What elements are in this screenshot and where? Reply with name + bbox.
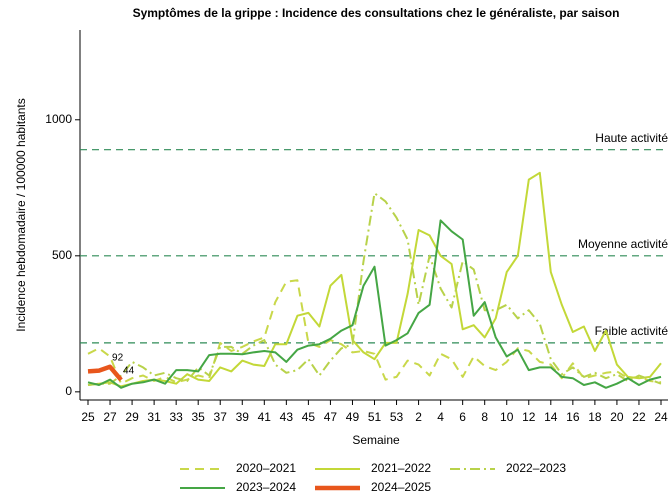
- legend-label: 2023–2024: [236, 480, 296, 494]
- y-axis-label: Incidence hebdomadaire / 100000 habitant…: [14, 98, 28, 332]
- x-tick-label: 45: [302, 410, 316, 424]
- x-tick-label: 22: [632, 410, 646, 424]
- series-line: [87, 279, 662, 385]
- x-tick-label: 25: [81, 410, 95, 424]
- chart-title: Symptômes de la grippe : Incidence des c…: [133, 6, 620, 20]
- series-line: [87, 364, 123, 382]
- x-tick-label: 2: [415, 410, 422, 424]
- x-tick-label: 8: [481, 410, 488, 424]
- legend-label: 2022–2023: [506, 461, 566, 475]
- series-line: [87, 171, 662, 388]
- x-tick-label: 18: [588, 410, 602, 424]
- y-tick-label: 500: [52, 248, 72, 262]
- x-tick-label: 49: [346, 410, 360, 424]
- x-tick-label: 6: [459, 410, 466, 424]
- y-tick-label: 1000: [45, 112, 72, 126]
- legend-label: 2020–2021: [236, 461, 296, 475]
- x-tick-label: 53: [390, 410, 404, 424]
- x-tick-label: 33: [169, 410, 183, 424]
- data-label: 44: [123, 366, 135, 377]
- x-axis-label: Semaine: [352, 433, 400, 447]
- legend-label: 2021–2022: [371, 461, 431, 475]
- x-tick-label: 51: [368, 410, 382, 424]
- data-label: 92: [112, 352, 124, 363]
- x-tick-label: 12: [522, 410, 536, 424]
- series-line: [87, 192, 662, 386]
- x-tick-label: 14: [544, 410, 558, 424]
- threshold-label: Faible activité: [595, 324, 669, 338]
- x-tick-label: 35: [192, 410, 206, 424]
- x-tick-label: 41: [258, 410, 272, 424]
- x-tick-label: 31: [147, 410, 161, 424]
- x-tick-label: 10: [500, 410, 514, 424]
- x-tick-label: 29: [125, 410, 139, 424]
- x-tick-label: 16: [566, 410, 580, 424]
- x-tick-label: 43: [280, 410, 294, 424]
- y-tick-label: 0: [65, 384, 72, 398]
- x-tick-label: 24: [654, 410, 668, 424]
- series-line: [87, 219, 662, 389]
- x-tick-label: 37: [214, 410, 228, 424]
- x-tick-label: 27: [103, 410, 117, 424]
- legend-label: 2024–2025: [371, 480, 431, 494]
- threshold-label: Moyenne activité: [578, 237, 668, 251]
- x-tick-label: 39: [236, 410, 250, 424]
- x-tick-label: 47: [324, 410, 338, 424]
- x-tick-label: 20: [610, 410, 624, 424]
- x-tick-label: 4: [437, 410, 444, 424]
- threshold-label: Haute activité: [595, 131, 668, 145]
